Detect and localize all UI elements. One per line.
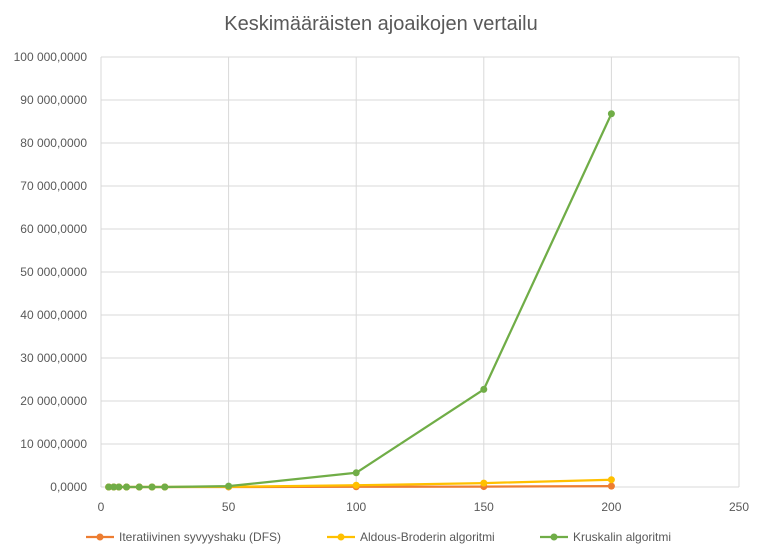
y-tick-label: 80 000,0000 — [20, 136, 87, 150]
legend-label: Kruskalin algoritmi — [573, 530, 671, 544]
x-tick-label: 100 — [346, 500, 366, 514]
y-tick-label: 0,0000 — [50, 480, 87, 494]
legend: Iteratiivinen syvyyshaku (DFS) Aldous-Bro… — [86, 530, 671, 544]
series-1 — [105, 476, 615, 491]
data-point — [148, 483, 156, 491]
data-point — [225, 482, 233, 490]
legend-label: Aldous-Broderin algoritmi — [360, 530, 495, 544]
data-point — [105, 483, 113, 491]
y-tick-label: 50 000,0000 — [20, 265, 87, 279]
grid-layer — [100, 56, 740, 488]
y-tick-label: 10 000,0000 — [20, 437, 87, 451]
legend-marker — [96, 533, 104, 541]
y-tick-label: 20 000,0000 — [20, 394, 87, 408]
legend-marker — [550, 533, 558, 541]
data-point — [115, 483, 123, 491]
axis-labels: 0,0000 10 000,0000 20 000,0000 30 000,0000 4… — [14, 50, 750, 514]
data-point — [123, 483, 131, 491]
legend-marker — [337, 533, 345, 541]
data-point — [607, 110, 615, 118]
data-point — [161, 483, 169, 491]
legend-item: Kruskalin algoritmi — [540, 530, 671, 544]
data-point — [110, 483, 118, 491]
legend-item: Aldous-Broderin algoritmi — [327, 530, 495, 544]
y-tick-label: 30 000,0000 — [20, 351, 87, 365]
data-point — [352, 469, 360, 477]
data-point — [607, 482, 615, 490]
data-point — [135, 483, 143, 491]
y-tick-label: 40 000,0000 — [20, 308, 87, 322]
data-point — [480, 385, 488, 393]
y-tick-label: 60 000,0000 — [20, 222, 87, 236]
y-tick-label: 90 000,0000 — [20, 93, 87, 107]
x-tick-label: 250 — [729, 500, 749, 514]
y-tick-label: 100 000,0000 — [14, 50, 88, 64]
series-layer — [105, 110, 615, 491]
series-line — [108, 113, 613, 489]
legend-item: Iteratiivinen syvyyshaku (DFS) — [86, 530, 281, 544]
y-tick-label: 70 000,0000 — [20, 179, 87, 193]
x-tick-label: 50 — [222, 500, 236, 514]
chart-title: Keskimääräisten ajoaikojen vertailu — [224, 13, 538, 35]
series-2 — [105, 110, 615, 491]
x-tick-label: 150 — [474, 500, 494, 514]
data-point — [352, 481, 360, 489]
data-point — [480, 479, 488, 487]
x-tick-label: 200 — [601, 500, 621, 514]
data-point — [607, 476, 615, 484]
x-tick-label: 0 — [98, 500, 105, 514]
legend-label: Iteratiivinen syvyyshaku (DFS) — [119, 530, 281, 544]
